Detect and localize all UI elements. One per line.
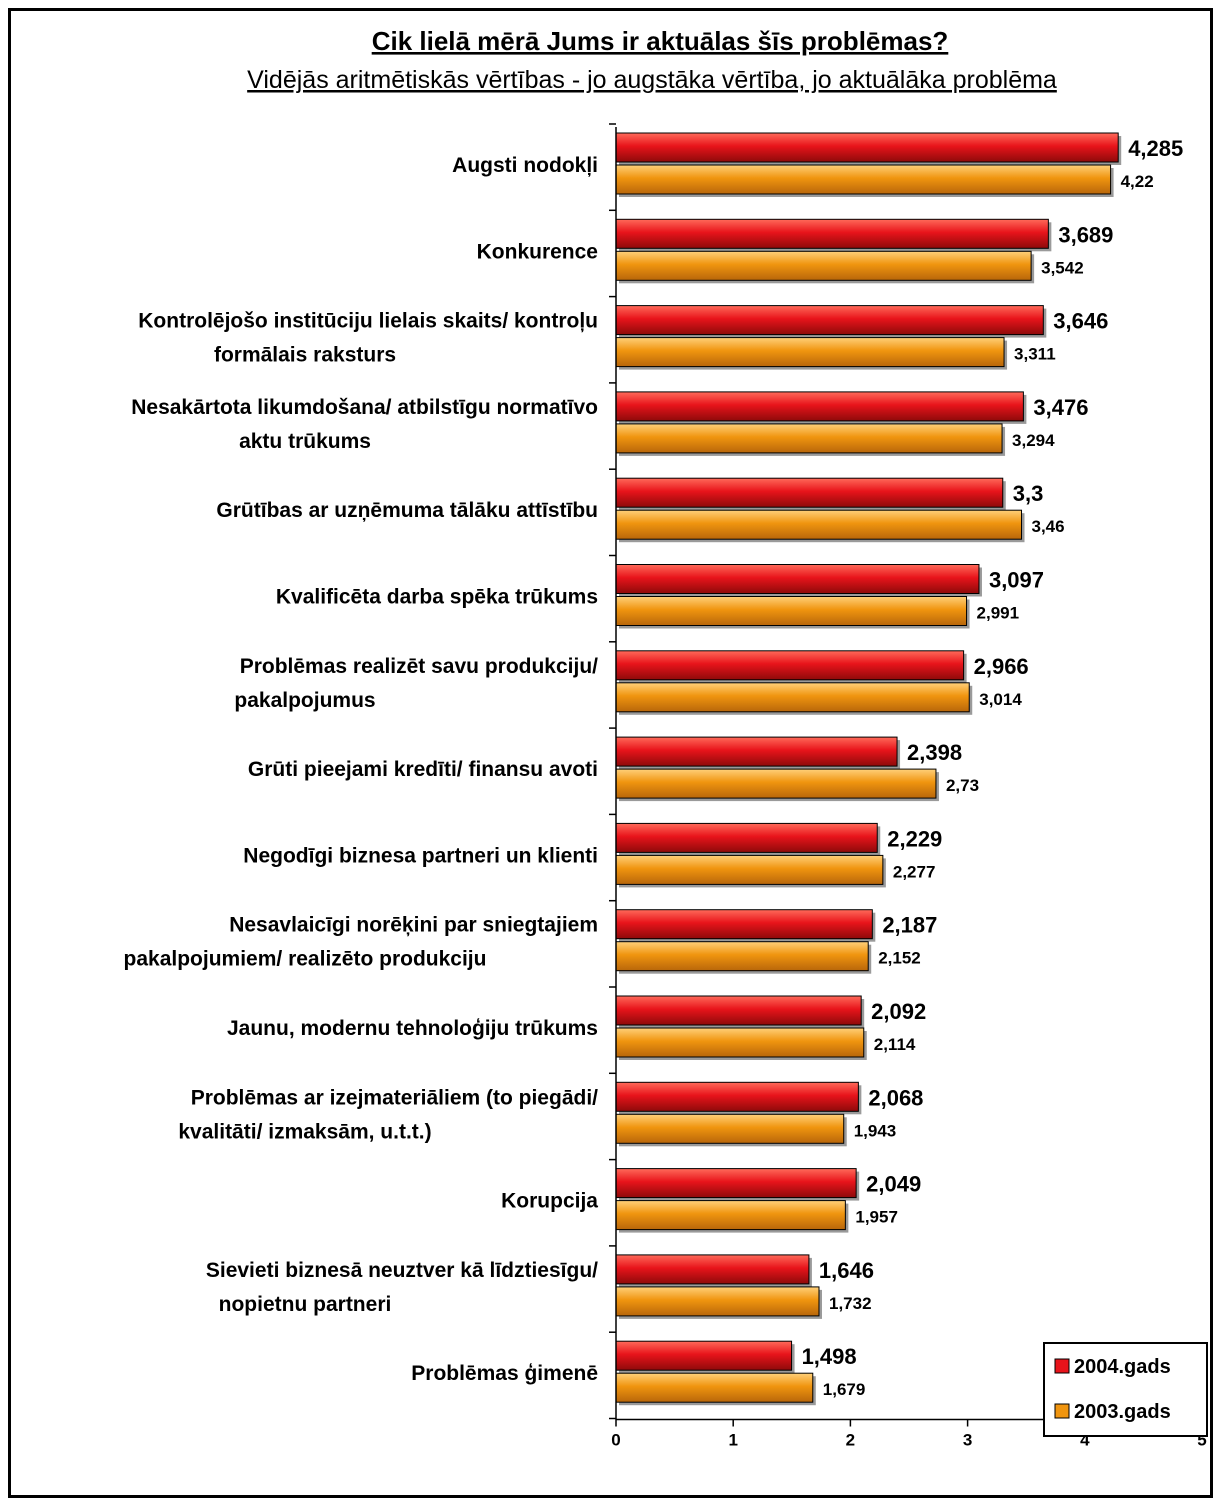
- category-label: pakalpojumiem/ realizēto produkciju: [124, 948, 487, 971]
- legend-label-2003: 2003.gads: [1074, 1401, 1171, 1423]
- value-label: 3,689: [1058, 222, 1113, 247]
- value-label: 1,943: [854, 1121, 897, 1140]
- value-label: 2,277: [893, 862, 936, 881]
- category-label: Sievieti biznesā neuztver kā līdztiesīgu…: [206, 1259, 598, 1282]
- bar-2004-gads-9: [615, 909, 873, 940]
- bar-2003-gads-5: [615, 596, 968, 626]
- bar-2003-gads-2: [615, 337, 1005, 368]
- x-tick-label: 0: [611, 1431, 620, 1450]
- value-label: 2,229: [887, 826, 942, 851]
- value-label: 1,732: [829, 1294, 872, 1313]
- x-tick-label: 2: [846, 1431, 855, 1450]
- value-label: 2,73: [946, 776, 979, 795]
- category-label: Grūti pieejami kredīti/ finansu avoti: [248, 758, 598, 781]
- category-label: Nesakārtota likumdošana/ atbilstīgu norm…: [131, 396, 598, 419]
- value-label: 1,679: [823, 1380, 866, 1399]
- bar-2004-gads-7: [615, 736, 898, 767]
- value-label: 2,152: [878, 949, 921, 968]
- value-label: 2,092: [871, 999, 926, 1024]
- value-label: 2,049: [866, 1172, 921, 1197]
- legend-label-2004: 2004.gads: [1074, 1356, 1171, 1378]
- category-label: Nesavlaicīgi norēķini par sniegtajiem: [229, 914, 598, 937]
- bar-2004-gads-0: [615, 132, 1119, 163]
- bar-2003-gads-4: [615, 509, 1023, 540]
- value-label: 2,187: [882, 913, 937, 938]
- value-label: 2,068: [868, 1085, 923, 1110]
- bar-2004-gads-10: [615, 995, 862, 1026]
- category-label: Kontrolējošo institūciju lielais skaits/…: [138, 310, 598, 333]
- bar-2004-gads-11: [615, 1081, 859, 1112]
- value-label: 2,966: [974, 654, 1029, 679]
- category-labels-group: Augsti nodokļi Konkurence Kontrolējošo ins…: [124, 154, 599, 1385]
- value-label: 1,957: [855, 1208, 898, 1227]
- category-label: Jaunu, modernu tehnoloģiju trūkums: [227, 1017, 598, 1040]
- bar-2003-gads-12: [615, 1200, 846, 1231]
- category-label: kvalitāti/ izmaksām, u.t.t.): [178, 1120, 431, 1143]
- bar-2003-gads-10: [615, 1027, 865, 1058]
- bar-2004-gads-14: [615, 1340, 793, 1371]
- category-label: Konkurence: [477, 240, 598, 263]
- category-label: Problēmas ar izejmateriāliem (to piegādi…: [191, 1086, 598, 1109]
- category-label: pakalpojumus: [234, 689, 375, 712]
- legend-swatch-2004: [1054, 1358, 1070, 1374]
- bar-2004-gads-6: [615, 650, 965, 681]
- value-label: 3,646: [1053, 309, 1108, 334]
- chart-title: Cik lielā mērā Jums ir aktuālas šīs prob…: [372, 26, 949, 56]
- bar-2003-gads-0: [615, 164, 1112, 195]
- x-tick-label: 1: [728, 1431, 737, 1450]
- value-label: 3,542: [1041, 258, 1084, 277]
- bar-2004-gads-5: [615, 564, 980, 594]
- value-label: 3,476: [1033, 395, 1088, 420]
- value-label: 3,3: [1013, 481, 1044, 506]
- bar-2004-gads-2: [615, 305, 1044, 336]
- bar-2003-gads-9: [615, 941, 869, 972]
- bar-2004-gads-3: [615, 391, 1024, 422]
- legend-swatch-2003: [1054, 1403, 1070, 1419]
- category-label: nopietnu partneri: [219, 1293, 392, 1316]
- category-label: Negodīgi biznesa partneri un klienti: [243, 844, 598, 867]
- bar-2003-gads-14: [615, 1372, 814, 1403]
- x-tick-label: 5: [1197, 1431, 1206, 1450]
- bar-2003-gads-7: [615, 768, 937, 799]
- value-label: 3,46: [1032, 517, 1065, 536]
- category-label: Korupcija: [501, 1190, 598, 1213]
- value-label: 1,498: [802, 1344, 857, 1369]
- value-label: 1,646: [819, 1258, 874, 1283]
- value-label: 3,014: [979, 690, 1022, 709]
- value-label: 4,22: [1121, 172, 1154, 191]
- value-label: 2,991: [977, 604, 1020, 623]
- bar-2004-gads-4: [615, 477, 1004, 508]
- category-label: Grūtības ar uzņēmuma tālāku attīstību: [216, 499, 598, 522]
- category-label: Problēmas realizēt savu produkciju/: [240, 655, 598, 678]
- value-label: 3,311: [1014, 345, 1056, 364]
- category-label: Kvalificēta darba spēka trūkums: [276, 586, 598, 609]
- bar-2004-gads-13: [615, 1254, 810, 1285]
- category-label: formālais raksturs: [214, 344, 396, 367]
- value-label: 4,285: [1128, 136, 1183, 161]
- bar-2004-gads-12: [615, 1168, 857, 1199]
- bar-2003-gads-3: [615, 423, 1003, 454]
- bar-2004-gads-8: [615, 822, 878, 853]
- value-label: 2,398: [907, 740, 962, 765]
- bar-2004-gads-1: [615, 218, 1049, 249]
- value-label: 2,114: [874, 1035, 916, 1054]
- bar-2003-gads-1: [615, 250, 1032, 281]
- x-tick-label: 4: [1080, 1431, 1090, 1450]
- value-label: 3,097: [989, 568, 1044, 593]
- category-label: Augsti nodokļi: [452, 154, 598, 177]
- x-tick-label: 3: [963, 1431, 972, 1450]
- legend: 2004.gads 2003.gads: [1043, 1342, 1208, 1437]
- bar-2003-gads-6: [615, 682, 970, 713]
- bar-2003-gads-11: [615, 1113, 845, 1144]
- chart-subtitle: Vidējās aritmētiskās vērtības - jo augst…: [247, 66, 1057, 94]
- value-label: 3,294: [1012, 431, 1055, 450]
- legend-box: [1043, 1342, 1208, 1437]
- bar-2003-gads-13: [615, 1286, 820, 1317]
- bar-2003-gads-8: [615, 854, 884, 885]
- bars-group: 4,285 4,22 3,689 3,542 3,646 3,311 3,476 3,294 3…: [615, 132, 1183, 1406]
- category-label: aktu trūkums: [239, 430, 371, 453]
- category-label: Problēmas ģimenē: [411, 1362, 598, 1385]
